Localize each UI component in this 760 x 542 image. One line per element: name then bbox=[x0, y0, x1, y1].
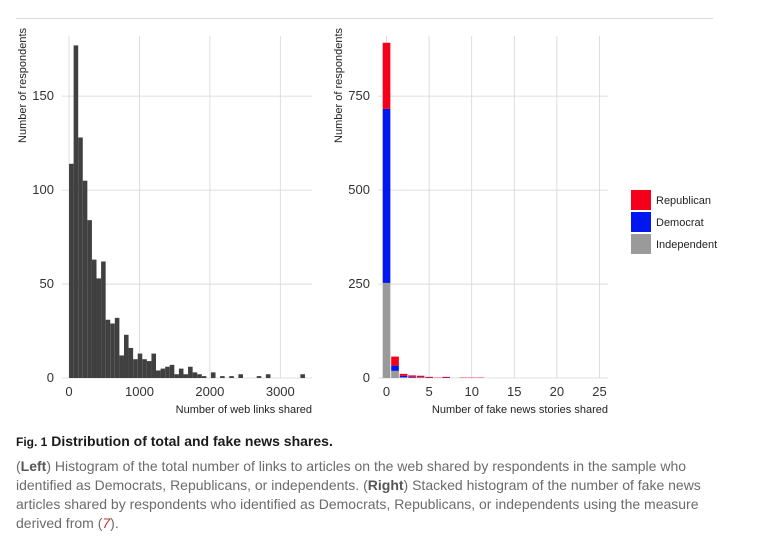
legend-swatch-republican bbox=[631, 190, 651, 210]
stacked-bar-segment-republican bbox=[416, 375, 425, 378]
histogram-bar bbox=[201, 376, 207, 378]
histogram-bar bbox=[188, 366, 193, 378]
x-axis-label: Number of fake news stories shared bbox=[432, 404, 608, 416]
legend-swatch-independent bbox=[631, 234, 651, 254]
x-axis-label: Number of web links shared bbox=[176, 404, 312, 416]
figure-caption: Fig. 1 Distribution of total and fake ne… bbox=[16, 432, 716, 533]
caption-heading: Distribution of total and fake news shar… bbox=[51, 433, 333, 449]
x-tick-label: 10 bbox=[464, 384, 478, 399]
histogram-bar bbox=[169, 364, 175, 378]
histogram-bar bbox=[156, 370, 161, 378]
y-tick-label: 150 bbox=[32, 88, 54, 103]
histogram-bar bbox=[69, 163, 74, 378]
stacked-bar-segment-democrat bbox=[408, 376, 416, 378]
left-histogram-panel: 0 1000 2000 3000 0 50 100 150 Number of web link… bbox=[17, 28, 312, 416]
stacked-bar-segment-democrat bbox=[399, 375, 408, 378]
stacked-bar-segment-independent bbox=[391, 370, 399, 378]
legend-label-independent: Independent bbox=[656, 239, 717, 251]
x-tick-label: 2000 bbox=[195, 384, 224, 399]
left-description: Histogram of the total number of links t… bbox=[16, 458, 687, 493]
histogram-bar bbox=[160, 368, 166, 378]
stacked-bar-segment-republican bbox=[391, 356, 399, 366]
histogram-bar bbox=[229, 376, 234, 378]
legend: Republican Democrat Independent bbox=[631, 190, 717, 254]
reference-link[interactable]: 7 bbox=[102, 515, 111, 531]
histogram-bar bbox=[183, 374, 189, 378]
y-axis-label: Number of respondents bbox=[333, 28, 345, 143]
y-tick-label: 100 bbox=[32, 182, 54, 197]
legend-swatch-democrat bbox=[631, 212, 651, 232]
histogram-bar bbox=[91, 259, 97, 378]
y-tick-label: 0 bbox=[47, 370, 54, 385]
stacked-bar-segment-independent bbox=[399, 377, 408, 378]
x-tick-label: 0 bbox=[383, 384, 390, 399]
y-tick-label: 250 bbox=[348, 276, 370, 291]
histogram-bar bbox=[101, 261, 106, 378]
histogram-bar bbox=[265, 374, 271, 378]
y-tick-label: 750 bbox=[348, 88, 370, 103]
histogram-bar bbox=[137, 353, 143, 378]
histogram-bar bbox=[105, 319, 111, 378]
histogram-bar bbox=[96, 278, 102, 378]
histogram-bar bbox=[78, 137, 83, 378]
histogram-bar bbox=[220, 376, 225, 378]
stacked-bar-segment-democrat bbox=[382, 108, 391, 283]
y-tick-label: 0 bbox=[363, 370, 370, 385]
histogram-bar bbox=[146, 361, 152, 378]
figure-number: Fig. 1 bbox=[16, 435, 48, 449]
histogram-bar bbox=[82, 180, 88, 378]
right-label: Right bbox=[367, 477, 404, 493]
histogram-bar bbox=[119, 355, 124, 378]
right-description: Stacked histogram of the number of fake … bbox=[16, 477, 701, 531]
histogram-bar bbox=[133, 359, 138, 378]
caption-body: (Left) Histogram of the total number of … bbox=[16, 458, 701, 531]
histogram-bar bbox=[210, 372, 216, 378]
x-tick-label: 5 bbox=[425, 384, 432, 399]
y-axis-label: Number of respondents bbox=[17, 28, 29, 143]
histogram-bar bbox=[178, 368, 184, 378]
left-label: Left bbox=[20, 458, 47, 474]
legend-label-democrat: Democrat bbox=[656, 217, 704, 229]
stacked-bar-segment-independent bbox=[382, 282, 391, 378]
histogram-bar bbox=[256, 376, 262, 378]
histogram-bar bbox=[192, 372, 198, 378]
histogram-bar bbox=[110, 323, 115, 378]
x-tick-label: 0 bbox=[65, 384, 72, 399]
stacked-bar-segment-republican bbox=[442, 376, 450, 378]
histogram-bar bbox=[300, 374, 305, 378]
y-tick-label: 50 bbox=[40, 276, 54, 291]
histogram-bar bbox=[87, 220, 92, 378]
y-tick-label: 500 bbox=[348, 182, 370, 197]
stacked-bar-segment-republican bbox=[425, 376, 433, 378]
stacked-bar-segment-republican bbox=[399, 373, 408, 376]
histogram-bar bbox=[197, 374, 202, 378]
x-tick-label: 20 bbox=[550, 384, 564, 399]
stacked-bar-segment-democrat bbox=[391, 365, 399, 371]
histogram-bar bbox=[123, 334, 129, 378]
top-divider bbox=[16, 18, 713, 19]
stacked-bar-segment-republican bbox=[408, 375, 416, 377]
x-tick-label: 1000 bbox=[125, 384, 154, 399]
stacked-bar-segment-republican bbox=[382, 42, 391, 109]
histogram-bar bbox=[174, 374, 179, 378]
histogram-bar bbox=[128, 347, 134, 378]
histogram-bar bbox=[73, 45, 79, 379]
histogram-bar bbox=[114, 317, 120, 378]
x-tick-label: 3000 bbox=[266, 384, 295, 399]
caption-title: Fig. 1 Distribution of total and fake ne… bbox=[16, 432, 716, 451]
x-tick-label: 25 bbox=[592, 384, 606, 399]
x-tick-label: 15 bbox=[507, 384, 521, 399]
histogram-bar bbox=[151, 353, 157, 378]
histogram-bar bbox=[165, 366, 170, 378]
histogram-bar bbox=[238, 374, 243, 378]
histogram-bar bbox=[142, 359, 147, 378]
legend-label-republican: Republican bbox=[656, 195, 711, 207]
